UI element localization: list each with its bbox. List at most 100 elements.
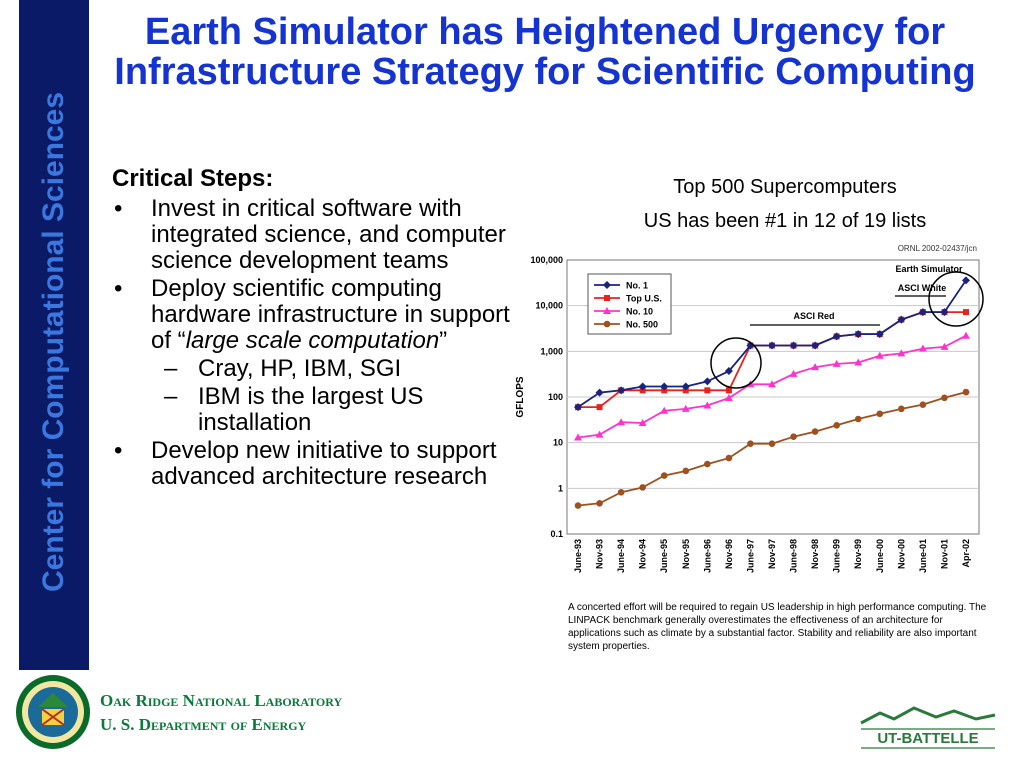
- data-point-no-1: [789, 341, 798, 350]
- data-point-no-1: [875, 330, 884, 339]
- x-tick-label: June-97: [745, 539, 755, 573]
- annotation-asci-red: ASCI Red: [793, 311, 834, 321]
- top500-chart: ORNL 2002-02437/jcn 0.1 1 10 100 1,000 10,000…: [515, 244, 984, 573]
- data-point-no-10: [940, 342, 949, 350]
- data-point-no-10: [595, 430, 604, 438]
- data-point-no-10: [854, 358, 863, 366]
- data-point-no-1: [768, 341, 776, 350]
- legend-marker-no-10: [603, 307, 611, 314]
- data-point-no-500: [876, 410, 884, 418]
- bullet-marker: •: [114, 437, 123, 464]
- data-point-no-10: [875, 351, 884, 359]
- ut-battelle-logo: UT-BATTELLE: [860, 706, 996, 749]
- data-point-no-10: [574, 433, 582, 441]
- org-doe: U. S. Department of Energy: [100, 715, 307, 734]
- x-tick-label: Nov-95: [681, 539, 691, 569]
- legend-label-no-10: No. 10: [626, 307, 653, 317]
- data-point-no-10: [638, 418, 647, 426]
- bullet-marker: •: [114, 275, 123, 302]
- y-tick-label: 10: [553, 438, 563, 448]
- y-tick-label: 0.1: [550, 529, 563, 539]
- data-point-no-10: [768, 380, 776, 388]
- data-point-no-1: [617, 386, 626, 395]
- data-point-no-500: [639, 484, 646, 491]
- bullet-item-software: • Invest in critical software with integ…: [112, 196, 512, 274]
- data-point-no-500: [704, 460, 711, 468]
- data-point-no-10: [962, 331, 970, 339]
- data-point-no-10: [703, 401, 712, 409]
- bullet-emphasis: large scale computation: [185, 327, 440, 354]
- x-tick-label: Nov-00: [896, 539, 906, 569]
- data-point-no-500: [941, 394, 948, 402]
- data-point-no-500: [682, 467, 690, 475]
- x-tick-label: June-01: [918, 539, 928, 573]
- x-tick-label: Nov-96: [724, 539, 734, 569]
- bullet-marker: •: [114, 195, 123, 222]
- data-point-no-500: [747, 440, 754, 447]
- data-point-no-1: [854, 330, 863, 339]
- data-point-no-500: [660, 472, 668, 479]
- chart-ref: ORNL 2002-02437/jcn: [898, 244, 977, 253]
- data-point-top-u-s: [725, 387, 732, 394]
- x-tick-label: Nov-99: [853, 539, 863, 569]
- sub-marker: –: [164, 355, 178, 382]
- legend-marker-top-u-s: [604, 295, 610, 301]
- data-point-no-500: [898, 405, 905, 413]
- x-tick-label: Nov-98: [810, 539, 820, 569]
- x-tick-label: June-98: [789, 539, 799, 573]
- x-tick-label: Apr-02: [961, 539, 971, 568]
- slide-title: Earth Simulator has Heightened Urgency f…: [114, 11, 976, 93]
- y-tick-label: 10,000: [535, 301, 563, 311]
- x-tick-label: Nov-01: [939, 539, 949, 569]
- x-tick-label: Nov-97: [767, 539, 777, 569]
- x-tick-label: June-99: [832, 539, 842, 573]
- sidebar-band: [19, 0, 89, 670]
- data-point-no-10: [617, 418, 626, 426]
- bullet-text: Deploy scientific computing hardware inf…: [151, 275, 510, 354]
- legend-label-no-500: No. 500: [626, 320, 658, 330]
- data-point-no-500: [768, 440, 776, 447]
- x-tick-label: June-95: [659, 539, 669, 573]
- chart-header-line2: US has been #1 in 12 of 19 lists: [643, 210, 927, 232]
- data-point-no-10: [789, 369, 798, 377]
- data-point-no-10: [811, 363, 820, 371]
- legend-marker-no-500: [603, 320, 611, 328]
- data-point-no-10: [724, 394, 733, 402]
- sub-text: IBM is the largest US installation: [198, 383, 424, 436]
- data-point-no-500: [854, 415, 862, 423]
- data-point-no-1: [638, 382, 647, 391]
- sub-item-ibm: – IBM is the largest US installation: [112, 384, 512, 436]
- bullet-text: Invest in critical software with integra…: [151, 195, 506, 274]
- bullet-text-end: ”: [439, 327, 448, 354]
- data-point-no-1: [660, 382, 669, 391]
- data-point-no-500: [596, 500, 603, 507]
- data-point-top-u-s: [963, 309, 969, 316]
- x-tick-label: June-94: [616, 539, 626, 573]
- legend-label-no-1: No. 1: [626, 281, 648, 291]
- data-point-no-1: [962, 276, 970, 285]
- data-point-top-u-s: [704, 387, 711, 394]
- data-point-no-1: [681, 382, 690, 391]
- data-point-no-1: [574, 403, 582, 412]
- x-tick-label: June-00: [875, 539, 885, 573]
- data-point-no-500: [790, 433, 797, 441]
- bullet-item-hardware: • Deploy scientific computing hardware i…: [112, 276, 512, 354]
- data-point-no-10: [660, 406, 669, 414]
- data-point-no-500: [617, 488, 625, 496]
- data-point-no-1: [940, 308, 949, 317]
- highlight-circle-1997: [710, 337, 762, 389]
- bullet-item-initiative: • Develop new initiative to support adva…: [112, 438, 512, 490]
- data-point-no-1: [703, 377, 712, 386]
- x-tick-label: Nov-93: [595, 539, 605, 569]
- data-point-no-1: [724, 367, 733, 376]
- data-point-top-u-s: [596, 404, 603, 411]
- data-point-no-500: [811, 428, 819, 435]
- highlight-circle-2002: [928, 271, 984, 327]
- data-point-no-10: [681, 404, 690, 412]
- data-point-no-10: [832, 359, 841, 367]
- annotation-asci-white: ASCI White: [898, 283, 947, 293]
- x-tick-label: June-96: [702, 539, 712, 573]
- data-point-no-500: [919, 401, 927, 408]
- sub-marker: –: [164, 383, 178, 410]
- data-point-no-500: [833, 422, 840, 429]
